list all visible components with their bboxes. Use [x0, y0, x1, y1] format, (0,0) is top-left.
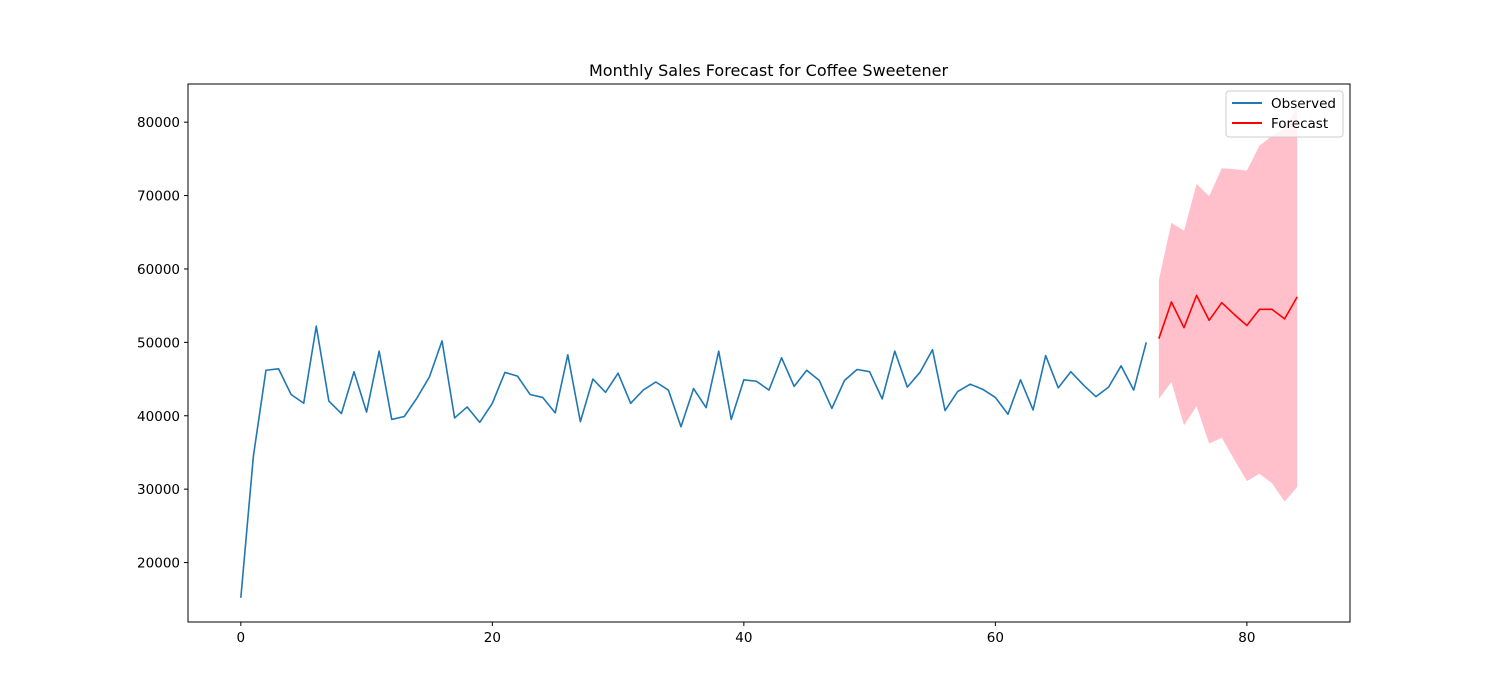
y-tick-label: 70000	[137, 189, 180, 205]
y-tick-label: 80000	[137, 115, 180, 131]
series-line-forecast	[1158, 294, 1298, 339]
y-tick-label: 30000	[137, 482, 180, 498]
x-tick-label: 80	[1238, 630, 1255, 646]
x-tick-label: 20	[484, 630, 501, 646]
y-tick-label: 60000	[137, 262, 180, 278]
plot-frame	[187, 83, 1351, 623]
chart-title: Monthly Sales Forecast for Coffee Sweete…	[589, 61, 948, 80]
y-tick-label: 40000	[137, 409, 180, 425]
confidence-band-layer	[1158, 107, 1298, 502]
x-tick-label: 40	[735, 630, 752, 646]
legend: Observed Forecast	[1225, 90, 1344, 138]
series-line-observed	[240, 325, 1148, 598]
x-tick-label: 60	[987, 630, 1004, 646]
x-axis: 0 20 40 60 80	[237, 622, 1255, 646]
confidence-band	[1158, 107, 1298, 502]
y-tick-label: 50000	[137, 335, 180, 351]
series-layer	[240, 294, 1298, 598]
legend-label-observed: Observed	[1271, 96, 1336, 112]
y-tick-label: 20000	[137, 556, 180, 572]
legend-label-forecast: Forecast	[1271, 116, 1328, 132]
y-axis: 20000 30000 40000 50000 60000 70000 80000	[137, 115, 188, 572]
x-tick-label: 0	[237, 630, 246, 646]
